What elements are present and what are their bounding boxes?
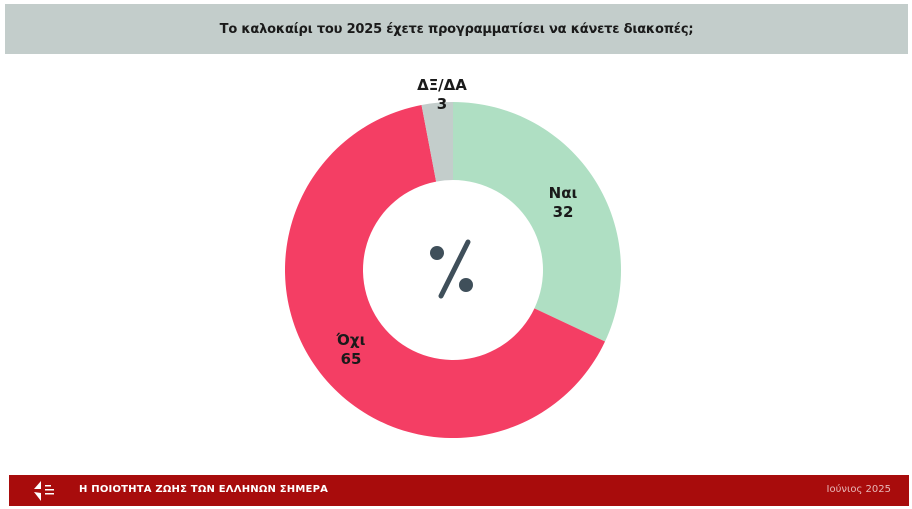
label-dk: ΔΞ/ΔΑ 3 bbox=[412, 76, 472, 114]
chart-title: Το καλοκαίρι του 2025 έχετε προγραμματίσ… bbox=[219, 21, 694, 37]
label-yes: Ναι 32 bbox=[538, 184, 588, 222]
label-yes-name: Ναι bbox=[548, 184, 578, 202]
label-no-value: 65 bbox=[340, 350, 362, 368]
slice-0 bbox=[453, 102, 621, 342]
logo-icon bbox=[34, 481, 54, 501]
label-no-name: Όχι bbox=[336, 331, 366, 349]
footer-bar: Η ΠΟΙΟΤΗΤΑ ΖΩΗΣ ΤΩΝ ΕΛΛΗΝΩΝ ΣΗΜΕΡΑ Ιούνι… bbox=[9, 475, 909, 506]
label-yes-value: 32 bbox=[552, 203, 574, 221]
footer-brand: Η ΠΟΙΟΤΗΤΑ ΖΩΗΣ ΤΩΝ ΕΛΛΗΝΩΝ ΣΗΜΕΡΑ bbox=[79, 484, 329, 495]
slice-2 bbox=[421, 102, 453, 182]
title-bar: Το καλοκαίρι του 2025 έχετε προγραμματίσ… bbox=[5, 4, 908, 54]
percent-icon bbox=[430, 239, 473, 299]
footer-date: Ιούνιος 2025 bbox=[826, 484, 891, 495]
label-dk-value: 3 bbox=[436, 95, 448, 113]
label-dk-name: ΔΞ/ΔΑ bbox=[417, 76, 467, 94]
label-no: Όχι 65 bbox=[326, 331, 376, 369]
slice-1 bbox=[284, 104, 606, 438]
